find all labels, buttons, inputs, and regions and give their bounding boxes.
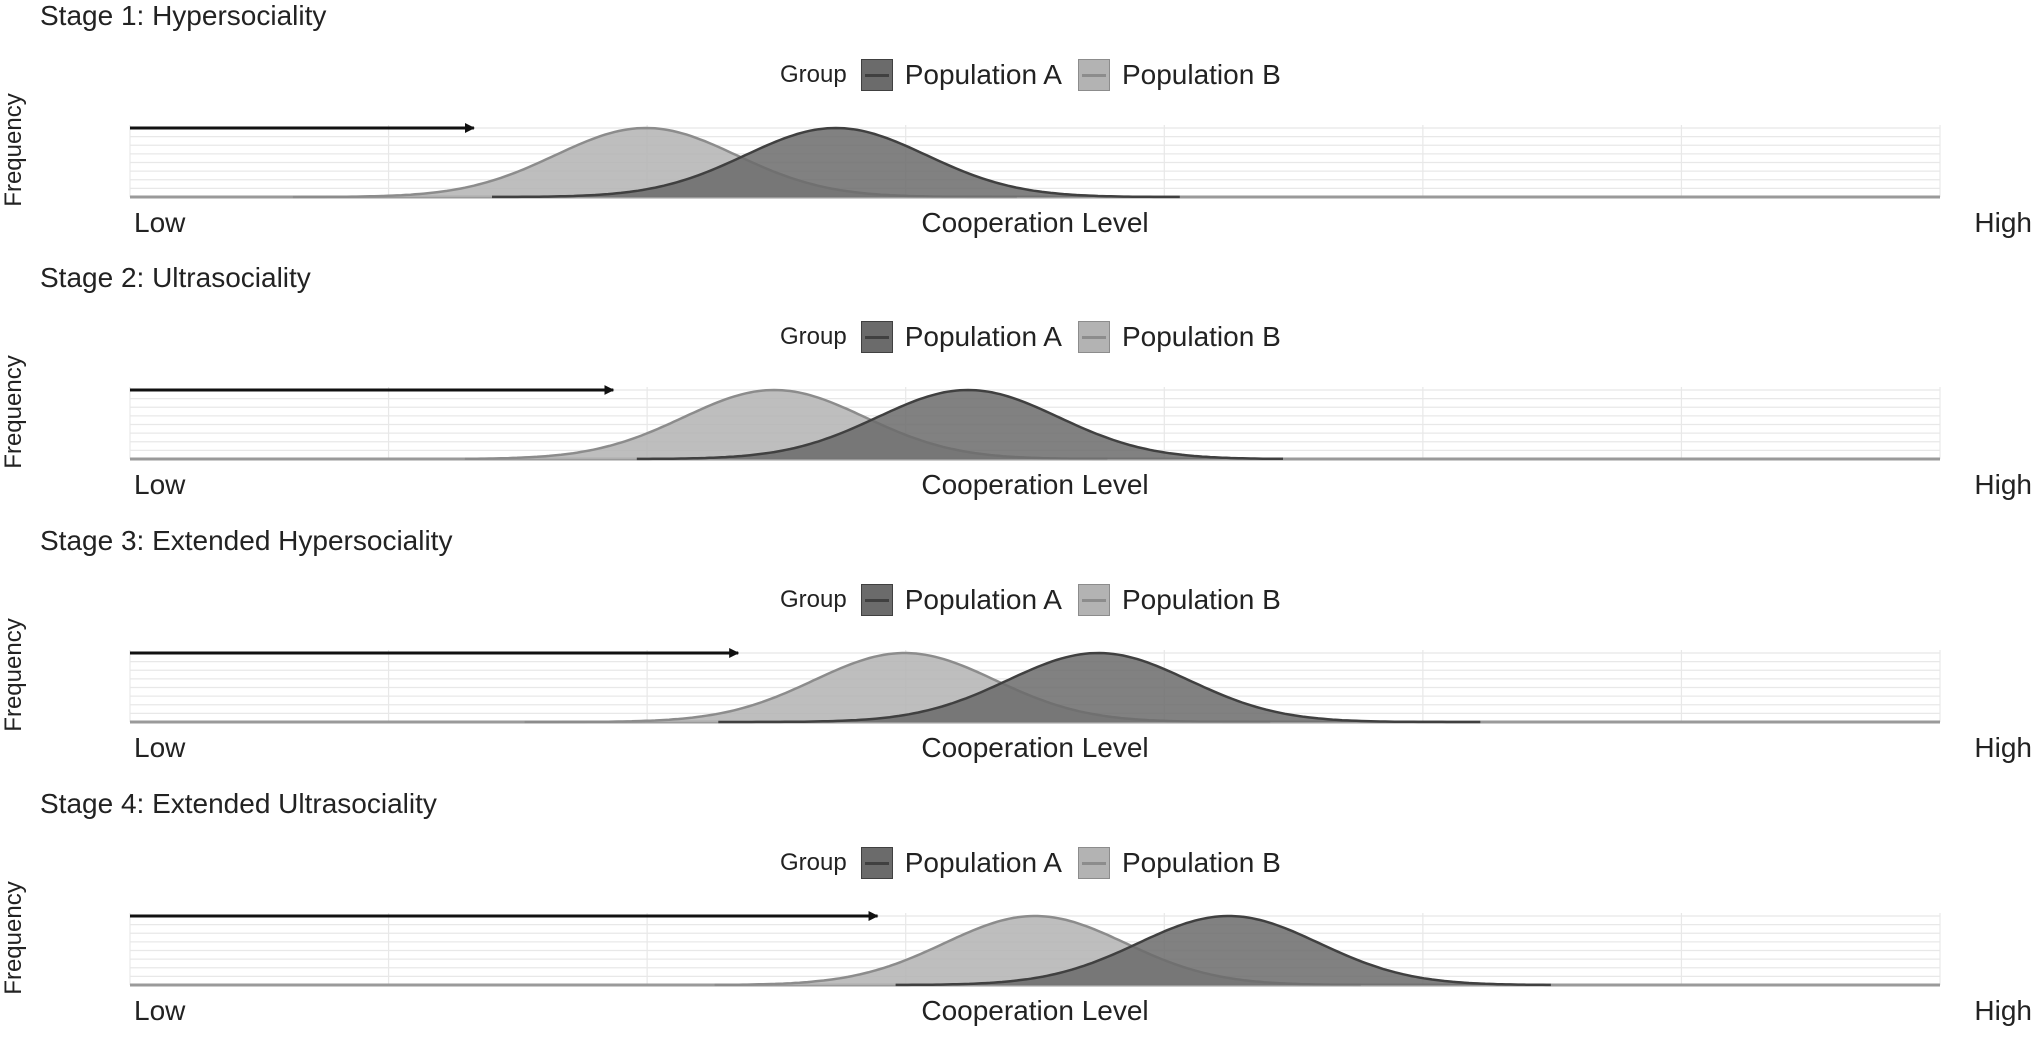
legend-key-population-b [1077,847,1110,879]
density-area-population-a [492,128,1180,197]
density-area-population-a [636,390,1283,459]
x-tick-high: High [1974,732,2032,763]
density-area-population-b [292,128,1017,197]
density-plot [129,385,1941,461]
legend: Group Population A Population B [780,580,1297,620]
legend-label-population-b: Population B [1121,584,1281,615]
stage-panel: Stage 2: Ultrasociality Group Population… [0,262,2034,524]
legend-title: Group [780,323,847,350]
legend-key-population-a [860,584,893,616]
legend-key-population-a [860,321,893,353]
legend-key-population-b [1077,584,1110,616]
x-tick-high: High [1974,995,2032,1026]
density-line-population-a [492,126,1180,199]
legend-key-population-b [1077,59,1110,91]
stage-panel: Stage 1: Hypersociality Group Population… [0,0,2034,262]
legend-key-population-a [860,847,893,879]
x-axis-label: Cooperation Level [921,207,1149,238]
legend-label-population-a: Population A [904,321,1062,352]
density-plot [129,123,1941,199]
stage-panel: Stage 4: Extended Ultrasociality Group P… [0,788,2034,1050]
stage-title: Stage 4: Extended Ultrasociality [40,788,437,819]
x-tick-low: Low [134,995,186,1026]
density-line-population-a [636,388,1283,461]
legend: Group Population A Population B [780,55,1297,95]
legend: Group Population A Population B [780,317,1297,357]
legend: Group Population A Population B [780,843,1297,883]
stage-title: Stage 3: Extended Hypersociality [40,525,453,556]
x-tick-low: Low [134,469,186,500]
legend-label-population-b: Population B [1121,59,1281,90]
x-tick-low: Low [134,207,186,238]
density-area-population-a [895,916,1551,985]
density-area-population-b [714,916,1361,985]
legend-key-population-b [1077,321,1110,353]
density-area-population-a [718,653,1481,722]
x-axis-label: Cooperation Level [921,995,1149,1026]
density-plot [129,911,1941,987]
stage-title: Stage 2: Ultrasociality [40,262,311,293]
legend-label-population-b: Population B [1121,321,1281,352]
density-line-population-a [718,651,1481,724]
legend-label-population-a: Population A [904,847,1062,878]
density-area-population-b [524,653,1271,722]
legend-label-population-b: Population B [1121,847,1281,878]
x-tick-low: Low [134,732,186,763]
legend-title: Group [780,61,847,88]
legend-title: Group [780,586,847,613]
x-tick-high: High [1974,469,2032,500]
stage-panel: Stage 3: Extended Hypersociality Group P… [0,525,2034,787]
density-plot [129,648,1941,724]
legend-title: Group [780,849,847,876]
legend-label-population-a: Population A [904,584,1062,615]
legend-label-population-a: Population A [904,59,1062,90]
x-axis-label: Cooperation Level [921,732,1149,763]
legend-key-population-a [860,59,893,91]
stage-title: Stage 1: Hypersociality [40,0,327,31]
x-tick-high: High [1974,207,2032,238]
x-axis-label: Cooperation Level [921,469,1149,500]
density-line-population-a [895,914,1551,987]
